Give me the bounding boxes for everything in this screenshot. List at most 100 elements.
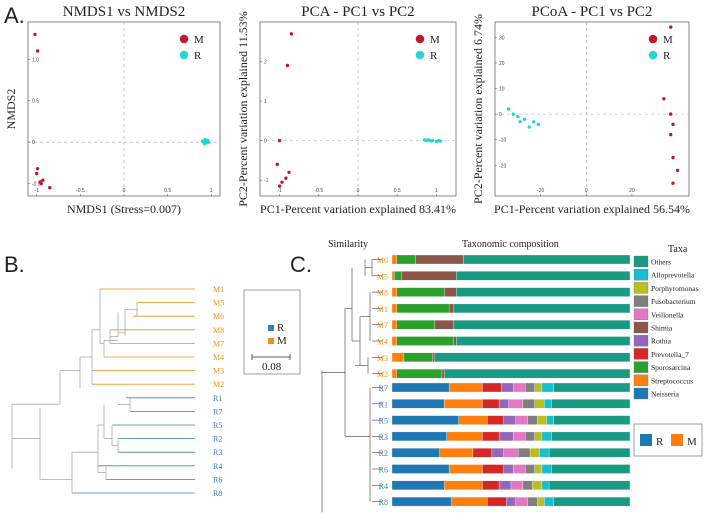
x-tick-label: 0.5 [394, 188, 401, 194]
taxa-title: Taxa [668, 244, 688, 255]
legend-r-label: R [430, 50, 438, 62]
bar-segment-streptococcus [448, 382, 483, 393]
legend-r-marker [179, 50, 189, 60]
bar-segment-alloprevotella [544, 496, 554, 507]
bar-segment-others [548, 448, 631, 458]
pca-plot: PCA - PC1 vs PC2 PC1-Percent variation ex… [236, 4, 457, 216]
taxa-label-streptococcus: Streptococcus [651, 376, 693, 385]
bar-segment-rothia [506, 496, 516, 507]
leaf-label: M2 [213, 380, 224, 389]
leaf-label: R6 [213, 475, 222, 484]
y-tick-label: -20 [499, 163, 506, 169]
plot-frame [494, 21, 690, 197]
bar-segment-porphyromonas [534, 431, 543, 442]
bar-segment-porphyromonas [537, 496, 545, 507]
m-point [39, 181, 43, 186]
leaf-label: R1 [213, 394, 222, 403]
taxa-label-alloprevotella: Alloprevotella [651, 271, 695, 280]
m-point [662, 97, 666, 101]
bar-segment-streptococcus [444, 399, 483, 409]
x-axis-label: PC1-Percent variation explained 83.41% [260, 202, 456, 216]
r-point [532, 120, 536, 124]
leaf-label: M1 [213, 285, 224, 294]
taxa-label-others: Others [651, 258, 671, 267]
scale-bar-label: 0.08 [262, 361, 282, 373]
sample-label: R2 [379, 449, 388, 458]
group-legend-r-label: R [656, 436, 664, 448]
m-point [285, 63, 290, 68]
bar-segment-streptococcus [391, 254, 397, 265]
bar-segment-rothia [498, 431, 514, 442]
bar-segment-shimia [453, 336, 457, 346]
r-point [536, 122, 541, 127]
bar-segment-streptococcus [391, 287, 397, 297]
nmds-plot: NMDS1 vs NMDS2 NMDS1 (Stress=0.007) NMDS2 -… [4, 4, 221, 216]
m-point [669, 25, 673, 29]
legend-r-marker [648, 50, 658, 60]
x-tick-label: 0 [585, 188, 588, 194]
r-point [506, 107, 511, 111]
bar-segment-neisseria [391, 480, 445, 490]
bar-segment-shimia [441, 368, 445, 379]
taxa-label-veillonella: Veillonella [651, 310, 684, 319]
bar-segment-others [444, 368, 631, 379]
bar-segment-alloprevotella [541, 431, 552, 442]
x-tick-label: 0 [123, 188, 126, 194]
bar-segment-fusobacterium [522, 399, 535, 409]
legend-r-marker [415, 50, 425, 60]
bar-segment-rothia [503, 464, 514, 474]
bar-segment-sporosarcina [396, 254, 416, 265]
bar-segment-fusobacterium [522, 480, 533, 490]
sample-label: M1 [377, 305, 388, 314]
bar-segment-prevotella-7 [487, 496, 507, 507]
bar-segment-veillonella [508, 399, 524, 409]
leaf-label: R2 [213, 435, 222, 444]
taxa-swatch-streptococcus [633, 374, 649, 386]
composition-title: Taxonomic composition [462, 239, 559, 250]
r-point [516, 114, 520, 119]
plot-title: PCoA - PC1 vs PC2 [532, 4, 653, 20]
bar-segment-neisseria [391, 448, 440, 458]
m-point [48, 186, 52, 190]
plot-title: NMDS1 vs NMDS2 [63, 4, 186, 20]
bar-segment-others [463, 254, 631, 265]
leaf-label: M7 [213, 339, 224, 348]
bar-segment-neisseria [391, 431, 447, 442]
bar-segment-rothia [501, 382, 514, 393]
bar-segment-streptococcus [439, 448, 474, 458]
bar-segment-rothia [503, 415, 516, 425]
taxa-label-rothia: Rothia [651, 337, 672, 346]
bar-segment-prevotella-7 [472, 448, 493, 458]
sample-label: R5 [379, 417, 388, 426]
leaf-label: R8 [213, 489, 222, 498]
bar-segment-streptococcus [444, 480, 483, 490]
x-tick-label: -0.5 [76, 188, 85, 194]
bar-segment-fusobacterium [527, 415, 538, 425]
leaf-label: M8 [213, 326, 224, 335]
m-point [280, 180, 284, 184]
bar-segment-prevotella-7 [482, 464, 505, 474]
bar-segment-prevotella-7 [487, 415, 505, 425]
bar-segment-sporosarcina [396, 368, 443, 379]
bar-segment-neisseria [391, 496, 452, 507]
m-point [277, 184, 282, 188]
bar-segment-fusobacterium [517, 448, 531, 458]
bar-segment-prevotella-7 [482, 382, 502, 393]
bar-segment-streptococcus [391, 352, 405, 362]
y-tick-label: 20 [499, 61, 505, 67]
x-tick-label: 1 [210, 188, 213, 194]
r-point [204, 141, 208, 145]
bar-segment-sporosarcina [396, 320, 435, 330]
bar-segment-others [548, 480, 631, 490]
taxa-legend: Others Alloprevotella Porphyromonas Fusobac… [633, 255, 699, 400]
taxa-swatch-alloprevotella [633, 269, 649, 281]
legend-r-label: R [277, 322, 285, 334]
taxa-swatch-prevotella-7 [633, 348, 649, 360]
bar-segment-veillonella [515, 496, 528, 507]
r-point [522, 117, 527, 121]
bar-segment-prevotella-7 [482, 431, 500, 442]
group-legend-m-swatch [671, 434, 683, 446]
group-legend-m-label: M [687, 436, 697, 448]
panel-label-b: B. [4, 252, 25, 277]
